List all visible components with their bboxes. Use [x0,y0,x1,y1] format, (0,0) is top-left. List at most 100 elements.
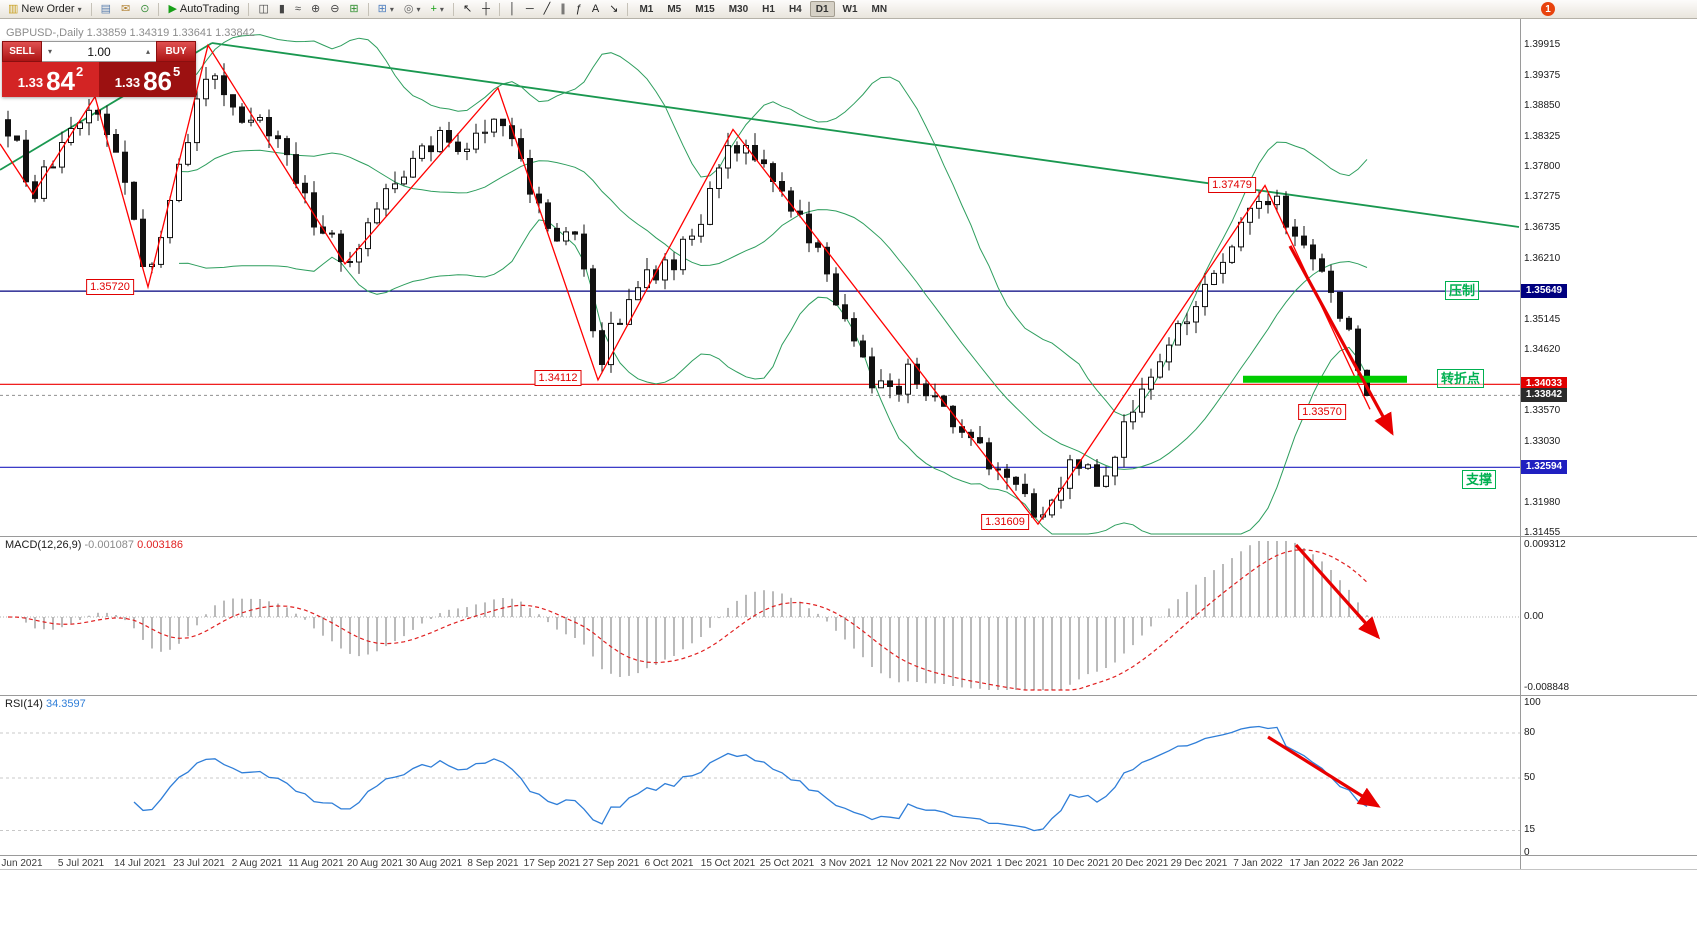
crosshair-button[interactable]: ┼ [478,1,494,17]
zoom-in-icon: ⊕ [310,3,321,15]
tile-windows-icon: ⊞ [349,3,359,15]
timeframe-mn-label: MN [871,3,888,15]
mail-button[interactable]: ✉ [117,1,134,17]
profiles-button[interactable]: ◎ ▾ [400,1,425,17]
buy-button[interactable]: BUY [156,41,196,62]
rsi-label: RSI(14) 34.3597 [5,698,86,710]
timeframe-h1[interactable]: H1 [756,1,781,17]
print-button[interactable]: ▤ [97,1,115,17]
cursor-button[interactable]: ↖ [459,1,476,17]
new-order-button-label: New Order [21,3,75,15]
print-icon: ▤ [100,3,112,15]
new-chart-button[interactable]: ⊞ ▾ [374,1,398,17]
fibonacci-icon: ƒ [575,3,582,15]
timeframe-h4[interactable]: H4 [783,1,808,17]
zigzag-line [0,43,1371,526]
macd-histogram [16,541,1368,690]
buy-price[interactable]: 1.33 86 5 [99,62,196,97]
vertical-line-icon: │ [508,3,516,15]
line-chart-button[interactable]: ≈ [291,1,305,17]
timeframe-h4-label: H4 [788,3,802,15]
play-icon: ▶ [168,3,177,15]
toolbar-separator [248,2,250,16]
candlestick-chart-button[interactable]: ▮ [275,1,289,17]
toolbar-separator [158,2,160,16]
crosshair-icon: ┼ [482,3,490,15]
zoom-in-button[interactable]: ⊕ [307,1,324,17]
autotrading-button[interactable]: ▶ AutoTrading [164,1,243,17]
timeframe-w1-label: W1 [842,3,858,15]
sell-price-big: 84 [46,66,75,96]
timeframe-d1-label: D1 [815,3,829,15]
text-button[interactable]: A [588,1,603,17]
trade-panel-top-row: SELL ▾ 1.00 ▴ BUY [2,41,196,62]
timeframe-w1[interactable]: W1 [837,1,864,17]
chart-title: GBPUSD-,Daily 1.33859 1.34319 1.33641 1.… [6,27,255,39]
macd-main-value: -0.001087 [84,539,135,551]
tile-windows-button[interactable]: ⊞ [345,1,362,17]
chevron-down-icon: ▾ [416,4,421,14]
timeframe-m15[interactable]: M15 [689,1,720,17]
timeframe-d1[interactable]: D1 [809,1,835,17]
notification-badge[interactable]: 1 [1541,2,1555,16]
indicators-button[interactable]: + ▾ [426,1,447,17]
one-click-trading-panel: SELL ▾ 1.00 ▴ BUY 1.33 84 2 1.33 86 5 [2,41,196,97]
timeframe-m1[interactable]: M1 [633,1,659,17]
main-downtrend-arrow [1288,245,1394,436]
sell-price-sup: 2 [76,64,84,79]
trendlines [0,42,1520,228]
candles [5,63,1370,520]
chart-plus-icon: ▥ [8,3,19,15]
buy-price-sup: 5 [173,64,181,79]
zoom-out-button[interactable]: ⊖ [326,1,343,17]
timeframe-mn[interactable]: MN [866,1,894,17]
volume-stepper[interactable]: ▾ 1.00 ▴ [42,41,156,62]
timeframe-m5-label: M5 [667,3,682,15]
channel-icon: ∥ [560,3,566,15]
arrows-button[interactable]: ↘ [605,1,622,17]
autotrading-button-label: AutoTrading [179,3,240,15]
bollinger-lower [178,219,1368,535]
macd-signal-line [7,549,1368,691]
bar-chart-button[interactable]: ◫ [254,1,272,17]
buy-price-big: 86 [143,66,172,96]
bar-chart-icon: ◫ [258,3,269,15]
chevron-down-icon: ▾ [77,4,82,14]
timeframe-m30-label: M30 [728,3,749,15]
bollinger-middle [178,149,1368,470]
rsi-name: RSI(14) [5,698,43,710]
sell-price-prefix: 1.33 [17,75,44,90]
refresh-icon: ⊙ [140,3,150,15]
timeframe-m30[interactable]: M30 [723,1,754,17]
macd-name: MACD(12,26,9) [5,539,82,551]
text-icon: A [591,3,600,15]
macd-signal-value: 0.003186 [137,539,183,551]
new-order-button[interactable]: ▥ New Order ▾ [4,1,86,17]
volume-decrease-icon[interactable]: ▾ [47,47,52,56]
mail-icon: ✉ [121,3,131,15]
timeframe-m5[interactable]: M5 [661,1,687,17]
toolbar-separator [627,2,629,16]
indicators-plus-icon: + [430,3,437,15]
volume-increase-icon[interactable]: ▴ [145,47,150,56]
vertical-line-button[interactable]: │ [505,1,520,17]
arrow-object-icon: ↘ [609,3,619,15]
horizontal-line-button[interactable]: ─ [522,1,538,17]
rsi-downtrend-arrow [1267,735,1381,808]
toolbar-separator [90,2,92,16]
channel-button[interactable]: ∥ [556,1,570,17]
toolbar: ▥ New Order ▾ ▤ ✉ ⊙ ▶ AutoTrading ◫ ▮ ≈ ⊕ ⊖ ⊞ ⊞ ▾ ◎ ▾ + ▾ ↖ ┼… [0,0,1697,19]
refresh-button[interactable]: ⊙ [136,1,153,17]
horizontal-levels [0,290,1520,468]
trendline-button[interactable]: ╱ [540,1,555,17]
bollinger-upper [178,34,1368,417]
buy-price-prefix: 1.33 [114,75,141,90]
volume-value: 1.00 [87,44,111,59]
timeframe-m1-label: M1 [639,3,654,15]
fibonacci-button[interactable]: ƒ [572,1,586,17]
candlestick-icon: ▮ [278,3,285,15]
sell-price[interactable]: 1.33 84 2 [2,62,99,97]
timeframe-m15-label: M15 [695,3,715,15]
sell-button[interactable]: SELL [2,41,42,62]
